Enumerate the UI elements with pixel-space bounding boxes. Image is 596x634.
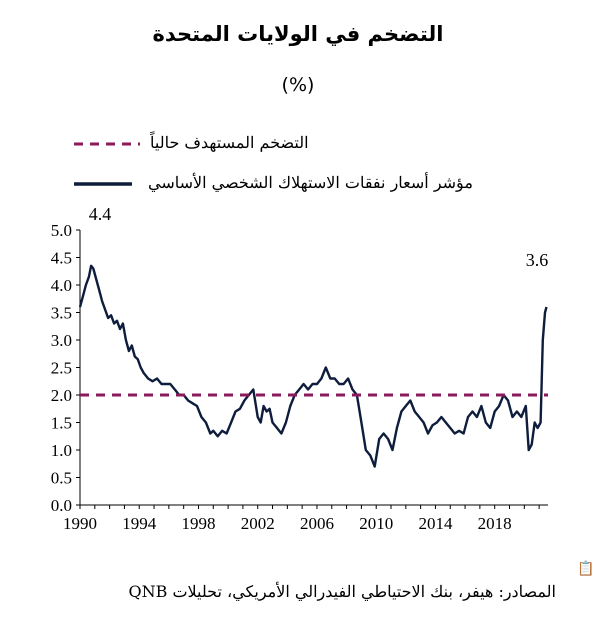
x-tick-label: 2010 — [359, 514, 393, 533]
legend-target-label: التضخم المستهدف حالياً — [150, 133, 309, 152]
y-tick-label: 4.5 — [51, 249, 72, 268]
x-tick-label: 1998 — [181, 514, 215, 533]
chart-title: التضخم في الولايات المتحدة — [152, 22, 444, 46]
legend-target-swatch — [74, 142, 140, 146]
y-tick-label: 3.5 — [51, 304, 72, 323]
legend-pce-swatch — [74, 182, 132, 186]
x-tick-label: 2002 — [241, 514, 275, 533]
inflation-chart: 0.0 0.5 1.0 1.5 2.0 2.5 3.0 3.5 4.0 4.5 5.0 1990 199… — [51, 204, 549, 533]
clipboard-icon[interactable]: 📋 — [577, 561, 595, 577]
x-tick-label: 1990 — [63, 514, 97, 533]
x-tick-label: 2018 — [478, 514, 512, 533]
annotation-start: 4.4 — [89, 204, 112, 224]
annotation-end: 3.6 — [526, 250, 549, 270]
x-tick-label: 2006 — [300, 514, 334, 533]
y-tick-label: 5.0 — [51, 221, 72, 240]
y-tick-label: 2.0 — [51, 386, 72, 405]
y-tick-label: 1.5 — [51, 414, 72, 433]
y-tick-label: 4.0 — [51, 276, 72, 295]
x-tick-label: 1994 — [122, 514, 157, 533]
y-tick-label: 0.5 — [51, 469, 72, 488]
y-tick-label: 0.0 — [51, 496, 72, 515]
series-pce-line — [78, 264, 548, 468]
legend-pce-label: مؤشر أسعار نفقات الاستهلاك الشخصي الأساس… — [148, 173, 473, 192]
source-note: المصادر: هيفر، بنك الاحتياطي الفيدرالي ا… — [128, 582, 556, 601]
y-tick-label: 1.0 — [51, 441, 72, 460]
y-tick-label: 2.5 — [51, 359, 72, 378]
chart-subtitle: (%) — [281, 74, 315, 96]
x-tick-label: 2014 — [418, 514, 453, 533]
y-tick-label: 3.0 — [51, 331, 72, 350]
